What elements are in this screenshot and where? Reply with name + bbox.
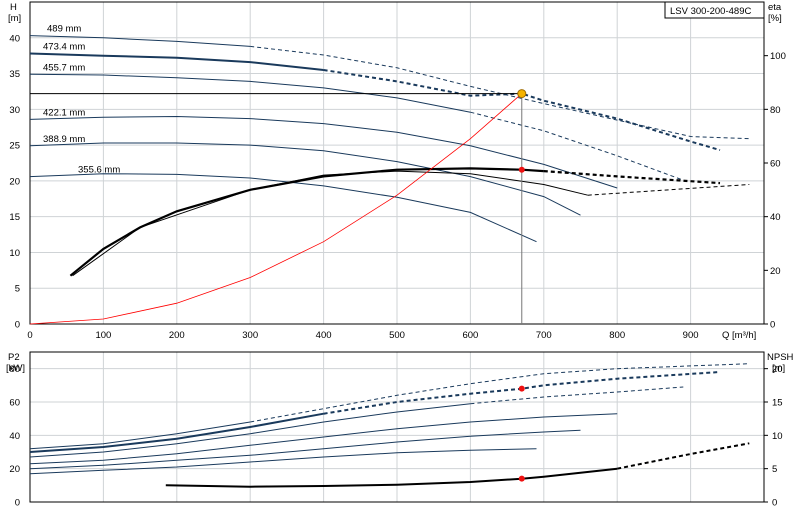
q-tick-label: 600 <box>462 330 478 341</box>
q-tick-label: 100 <box>95 330 111 341</box>
impeller-diameter-label: 455.7 mm <box>43 62 85 73</box>
q-tick-label: 700 <box>536 330 552 341</box>
q-axis-label: Q [m³/h] <box>722 330 756 341</box>
power-curve-solid <box>29 412 324 453</box>
head-curve-dashed <box>470 111 684 181</box>
head-curve-solid <box>29 52 324 71</box>
impeller-diameter-label: 473.4 mm <box>43 42 85 53</box>
npsh-curve-solid <box>165 467 618 488</box>
model-label-box: LSV 300-200-489C <box>664 1 765 19</box>
eta-tick-label: 80 <box>770 105 781 116</box>
head-curve-solid <box>29 115 618 189</box>
power-panel-frame <box>29 351 765 503</box>
npsh-tick-label: 5 <box>772 464 777 475</box>
head-tick-label: 20 <box>9 176 20 187</box>
npsh-tick-label: 0 <box>772 498 777 509</box>
power-axis-label: P2 <box>8 352 20 363</box>
npsh-point-marker <box>518 475 525 482</box>
efficiency-curve-solid <box>72 170 588 277</box>
eta-tick-label: 0 <box>770 320 775 331</box>
eta-axis-unit: [%] <box>768 13 782 24</box>
efficiency-curve-dashed <box>543 170 721 185</box>
power-curve-dashed <box>250 363 750 423</box>
head-axis-unit: [m] <box>8 13 21 24</box>
head-tick-label: 15 <box>9 212 20 223</box>
impeller-diameter-label: 388.9 mm <box>43 134 85 145</box>
power-curve-solid <box>29 413 618 465</box>
q-tick-label: 900 <box>683 330 699 341</box>
q-tick-label: 800 <box>609 330 625 341</box>
impeller-diameter-label: 422.1 mm <box>43 107 85 118</box>
duty-point-marker <box>517 89 527 99</box>
head-tick-label: 35 <box>9 69 20 80</box>
power-axis-unit: [kW] <box>6 363 25 374</box>
power-tick-label: 0 <box>15 498 20 509</box>
power-tick-label: 60 <box>9 398 20 409</box>
head-tick-label: 10 <box>9 248 20 259</box>
head-curve-dashed <box>250 45 750 140</box>
efficiency-curve-dashed <box>587 184 750 196</box>
npsh-curve-dashed <box>617 442 750 470</box>
q-tick-label: 400 <box>316 330 332 341</box>
head-curve-solid <box>29 35 251 47</box>
power-curve-dashed <box>323 371 721 415</box>
power-point-marker <box>518 385 525 392</box>
power-curve-solid <box>29 421 251 450</box>
system-curve <box>29 93 523 325</box>
head-tick-label: 40 <box>9 33 20 44</box>
npsh-tick-label: 15 <box>772 398 783 409</box>
power-tick-label: 40 <box>9 431 20 442</box>
q-tick-label: 200 <box>169 330 185 341</box>
head-axis-label: H <box>10 2 17 13</box>
power-curve-solid <box>29 429 581 470</box>
head-tick-label: 5 <box>15 284 20 295</box>
head-curve-dashed <box>323 69 721 152</box>
eta-axis-label: eta <box>768 2 782 13</box>
eta-tick-label: 20 <box>770 266 781 277</box>
eta-tick-label: 100 <box>770 51 786 62</box>
efficiency-point-marker <box>518 166 525 173</box>
npsh-tick-label: 20 <box>772 364 783 375</box>
power-curve-dashed <box>470 386 684 405</box>
power-curve-solid <box>29 403 471 458</box>
power-tick-label: 80 <box>9 364 20 375</box>
q-tick-label: 500 <box>389 330 405 341</box>
head-tick-label: 25 <box>9 141 20 152</box>
head-curve-solid <box>29 73 471 113</box>
power-curve-solid <box>29 448 537 475</box>
eta-tick-label: 40 <box>770 212 781 223</box>
head-curve-solid <box>29 142 581 216</box>
q-tick-label: 0 <box>27 330 32 341</box>
model-label: LSV 300-200-489C <box>670 6 751 17</box>
efficiency-curve-solid <box>69 167 544 277</box>
head-tick-label: 0 <box>15 320 20 331</box>
head-tick-label: 30 <box>9 105 20 116</box>
eta-tick-label: 60 <box>770 159 781 170</box>
impeller-diameter-label: 355.6 mm <box>78 165 120 176</box>
npsh-axis-unit: [m] <box>772 363 785 374</box>
npsh-tick-label: 10 <box>772 431 783 442</box>
impeller-diameter-label: 489 mm <box>47 24 81 35</box>
q-tick-label: 300 <box>242 330 258 341</box>
npsh-axis-label: NPSH <box>767 352 794 363</box>
power-tick-label: 20 <box>9 464 20 475</box>
